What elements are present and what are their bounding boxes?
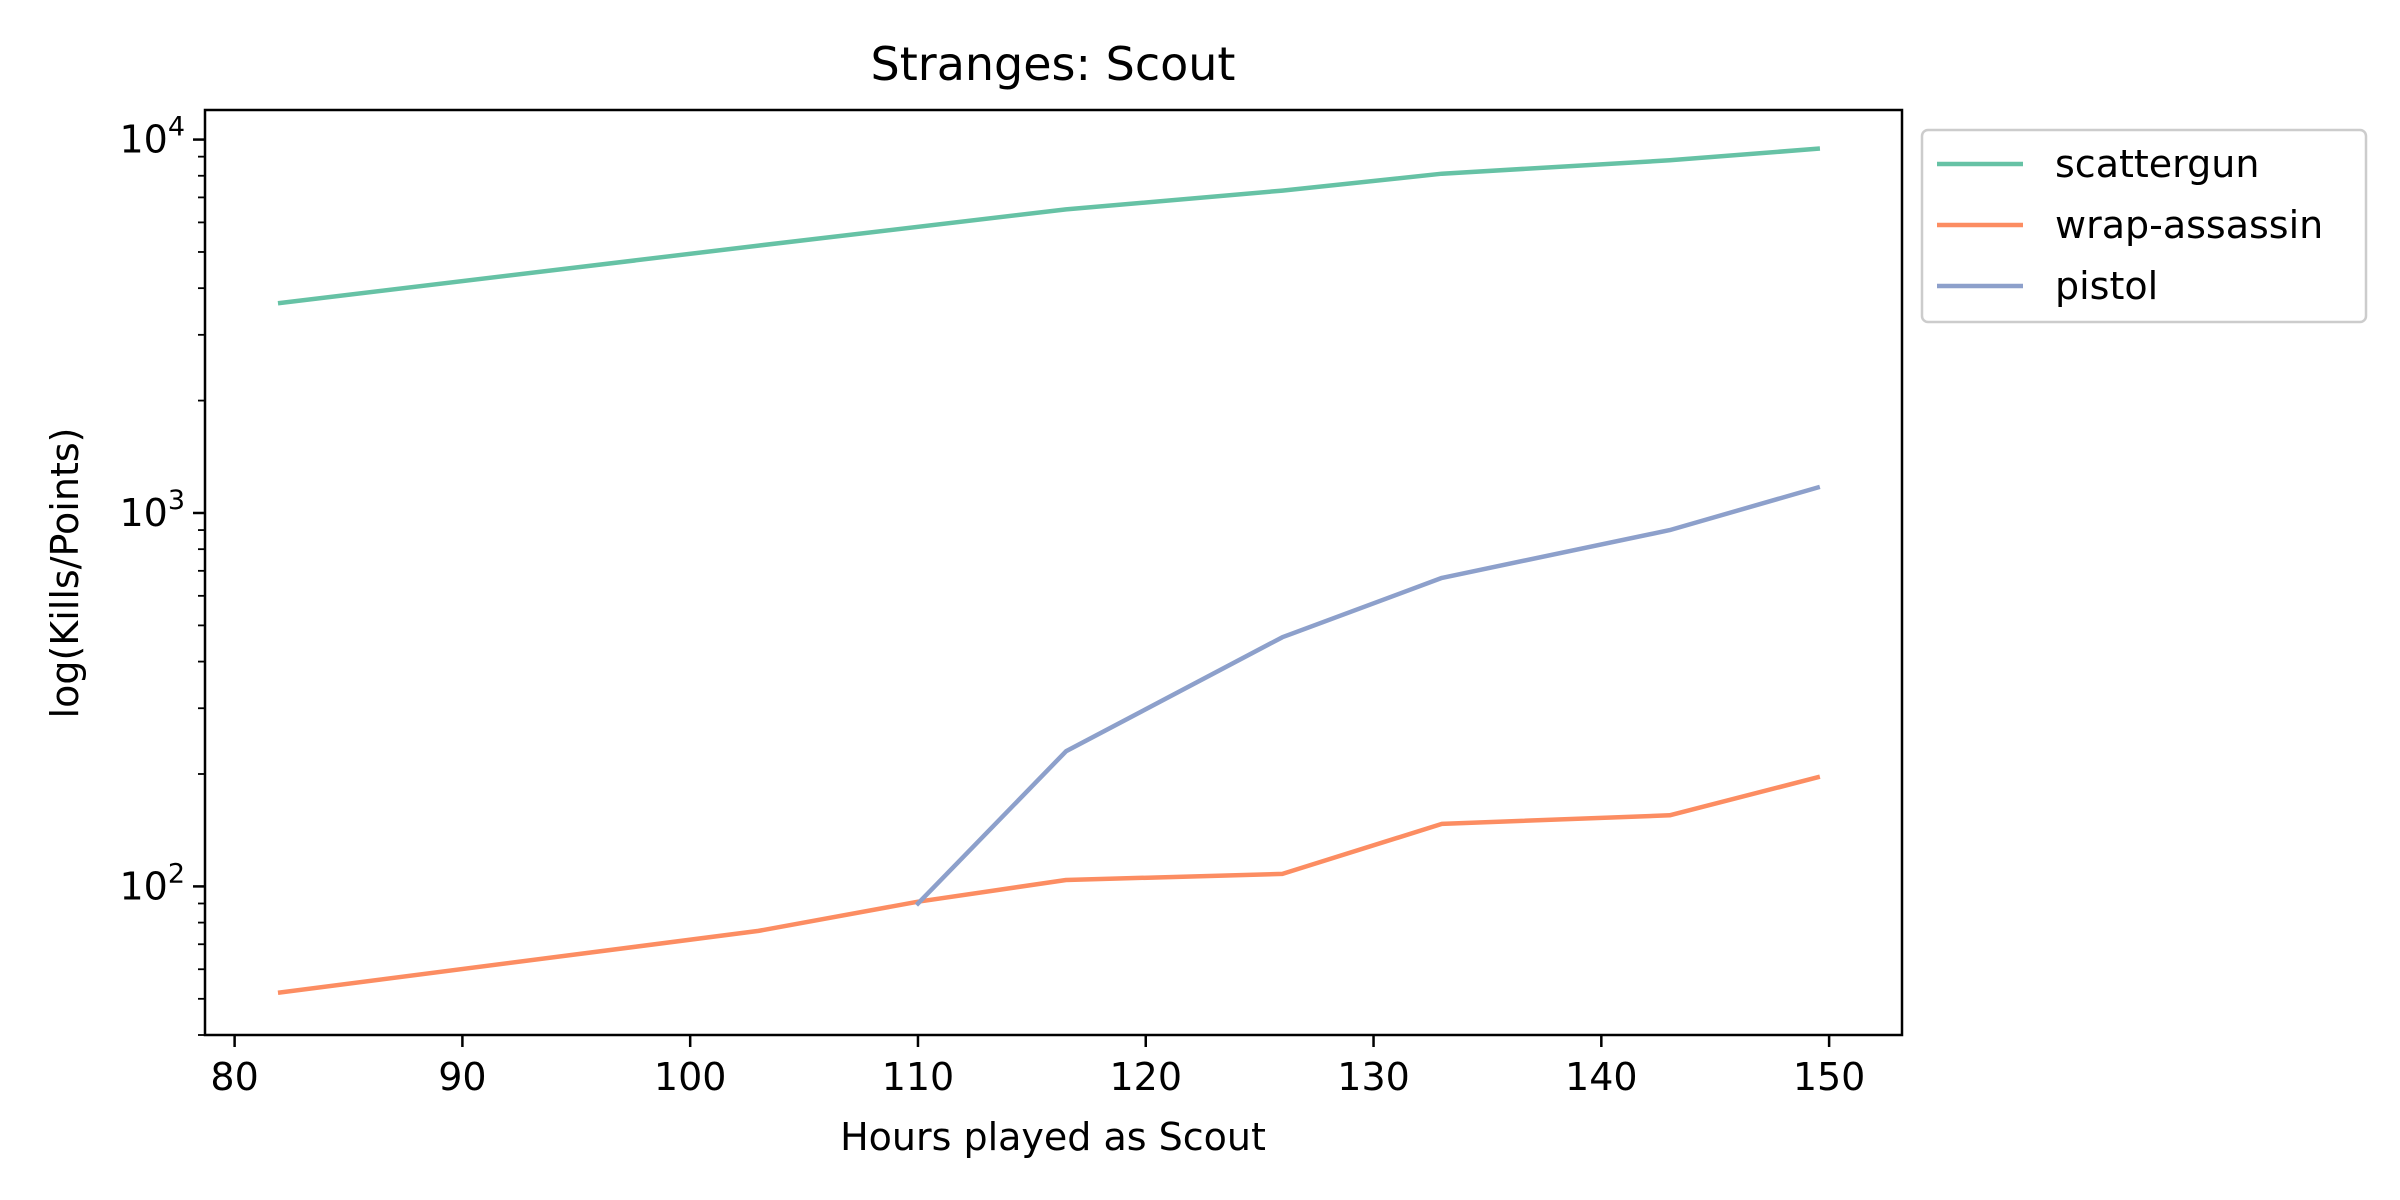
x-axis: 80 90 100 110 120 130 140 150	[210, 1035, 1865, 1099]
x-tick-label: 100	[654, 1055, 727, 1099]
plot-area	[277, 146, 1821, 996]
series-line-pistol	[914, 484, 1821, 907]
x-tick-label: 150	[1793, 1055, 1866, 1099]
y-tick-label: 102	[119, 858, 185, 908]
x-axis-label: Hours played as Scout	[840, 1115, 1266, 1159]
legend-label: pistol	[2055, 264, 2158, 308]
legend: scattergun wrap-assassin pistol	[1920, 128, 2368, 324]
legend-label: wrap-assassin	[2055, 203, 2323, 247]
y-tick-label: 103	[119, 485, 185, 535]
series-line-wrap-assassin	[277, 774, 1821, 996]
legend-box	[1920, 128, 2368, 324]
series-line-scattergun	[277, 146, 1821, 306]
x-tick-label: 110	[882, 1055, 955, 1099]
x-tick-label: 130	[1337, 1055, 1410, 1099]
x-tick-label: 80	[210, 1055, 258, 1099]
x-tick-label: 90	[438, 1055, 486, 1099]
legend-label: scattergun	[2055, 142, 2259, 186]
x-tick-label: 120	[1109, 1055, 1182, 1099]
y-axis: 102 103 104	[119, 112, 205, 1036]
y-tick-label: 104	[119, 112, 185, 162]
y-axis-label: log(Kills/Points)	[43, 428, 87, 719]
chart-title: Stranges: Scout	[871, 37, 1236, 91]
plot-frame	[203, 108, 1904, 1037]
x-tick-label: 140	[1565, 1055, 1638, 1099]
